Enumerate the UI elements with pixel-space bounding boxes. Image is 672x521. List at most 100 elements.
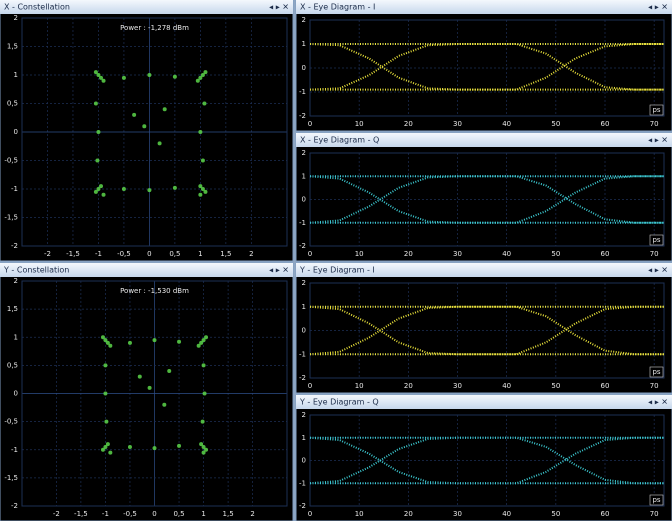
y-tick-label: -1 xyxy=(299,219,306,227)
x-tick-label: 1,5 xyxy=(220,250,231,258)
x-tick-label: 1 xyxy=(198,250,202,258)
point xyxy=(201,444,206,449)
y-tick-label: -0,5 xyxy=(4,418,18,426)
x-unit: ps xyxy=(652,496,660,504)
point xyxy=(93,101,98,106)
point xyxy=(108,343,113,348)
eye-trace xyxy=(309,436,664,485)
point xyxy=(98,184,103,189)
point xyxy=(202,101,207,106)
y-tick-label: 0 xyxy=(302,327,306,335)
y-tick-label: -2 xyxy=(11,242,18,250)
point xyxy=(198,192,203,197)
eye-trace xyxy=(309,436,664,485)
panel-title: Y - Eye Diagram - I xyxy=(299,266,375,275)
point xyxy=(127,444,132,449)
point xyxy=(200,187,205,191)
power-annotation: Power : -1,278 dBm xyxy=(120,24,189,32)
point xyxy=(177,339,182,344)
point xyxy=(195,78,200,83)
y-tick-label: -1 xyxy=(11,446,18,454)
plot-frame xyxy=(309,152,665,247)
eye-trace xyxy=(309,43,664,91)
unit-box xyxy=(649,366,664,378)
y-tick-label: -0,5 xyxy=(4,157,18,165)
point xyxy=(96,73,101,77)
x-tick-label: 50 xyxy=(551,120,560,128)
x-tick-label: 60 xyxy=(601,120,610,128)
y-tick-label: 1,5 xyxy=(7,305,18,313)
x-tick-label: 0 xyxy=(308,510,312,518)
x-tick-label: -2 xyxy=(44,250,51,258)
plot-frame xyxy=(309,282,665,379)
x-tick-label: 20 xyxy=(404,510,413,518)
x-tick-label: -1,5 xyxy=(66,250,80,258)
panel-controls: ◂ ▸ ✕ xyxy=(269,3,289,12)
x-tick-label: 20 xyxy=(404,382,413,390)
point xyxy=(103,444,108,449)
x-tick-label: -0,5 xyxy=(123,510,137,518)
y-tick-label: -1 xyxy=(299,350,306,358)
x-tick-label: 2 xyxy=(250,510,254,518)
power-annotation: Power : -1,530 dBm xyxy=(120,287,189,295)
point xyxy=(198,75,203,80)
y-tick-label: 2 xyxy=(302,149,306,157)
panel-title-bar xyxy=(296,133,672,147)
point xyxy=(147,385,152,390)
x-tick-label: 0 xyxy=(308,120,312,128)
plot-frame xyxy=(21,280,288,507)
point xyxy=(200,158,205,163)
x-tick-label: 10 xyxy=(355,382,364,390)
eye-trace xyxy=(309,175,664,224)
point xyxy=(93,189,98,194)
point xyxy=(101,192,106,197)
y-tick-label: -1,5 xyxy=(4,474,18,482)
point xyxy=(100,335,105,340)
panel-title-bar xyxy=(0,0,293,14)
x-tick-label: 10 xyxy=(355,120,364,128)
y-tick-label: -1,5 xyxy=(4,214,18,222)
point xyxy=(95,158,100,163)
panel-title: X - Eye Diagram - Q xyxy=(300,136,379,145)
point xyxy=(103,363,108,368)
x-tick-label: 0 xyxy=(152,510,156,518)
point xyxy=(96,187,101,191)
panel-controls: ◂ ▸ ✕ xyxy=(648,136,668,145)
panel-title: Y - Constellation xyxy=(3,266,69,275)
point xyxy=(196,343,201,348)
point xyxy=(101,78,106,83)
point xyxy=(172,185,177,190)
x-tick-label: 0 xyxy=(147,250,151,258)
plot-frame xyxy=(21,17,288,247)
point xyxy=(204,447,209,452)
point xyxy=(121,187,126,191)
x-tick-label: 40 xyxy=(502,250,511,258)
point xyxy=(121,75,126,80)
x-tick-label: 0,5 xyxy=(169,250,180,258)
point xyxy=(203,189,208,194)
y-tick-label: 2 xyxy=(14,277,18,285)
y-tick-label: 0 xyxy=(302,64,306,72)
point xyxy=(103,338,108,343)
x-tick-label: 50 xyxy=(551,510,560,518)
point xyxy=(96,130,101,134)
x-tick-label: -1 xyxy=(95,250,102,258)
point xyxy=(199,340,204,345)
x-tick-label: 30 xyxy=(453,510,462,518)
x-tick-label: 30 xyxy=(453,382,462,390)
x-tick-label: 20 xyxy=(404,250,413,258)
panel-controls: ◂ ▸ ✕ xyxy=(269,266,289,275)
point xyxy=(100,447,105,452)
panel-title-bar xyxy=(296,395,672,409)
point xyxy=(201,363,206,368)
y-tick-label: -2 xyxy=(299,374,306,382)
x-unit: ps xyxy=(652,368,660,376)
y-tick-label: -2 xyxy=(11,502,18,510)
point xyxy=(199,442,204,447)
x-tick-label: 60 xyxy=(601,382,610,390)
panel-title-bar xyxy=(0,263,293,277)
y-tick-label: 2 xyxy=(14,14,18,22)
x-tick-label: 30 xyxy=(453,120,462,128)
y-tick-label: 0,5 xyxy=(7,100,18,108)
